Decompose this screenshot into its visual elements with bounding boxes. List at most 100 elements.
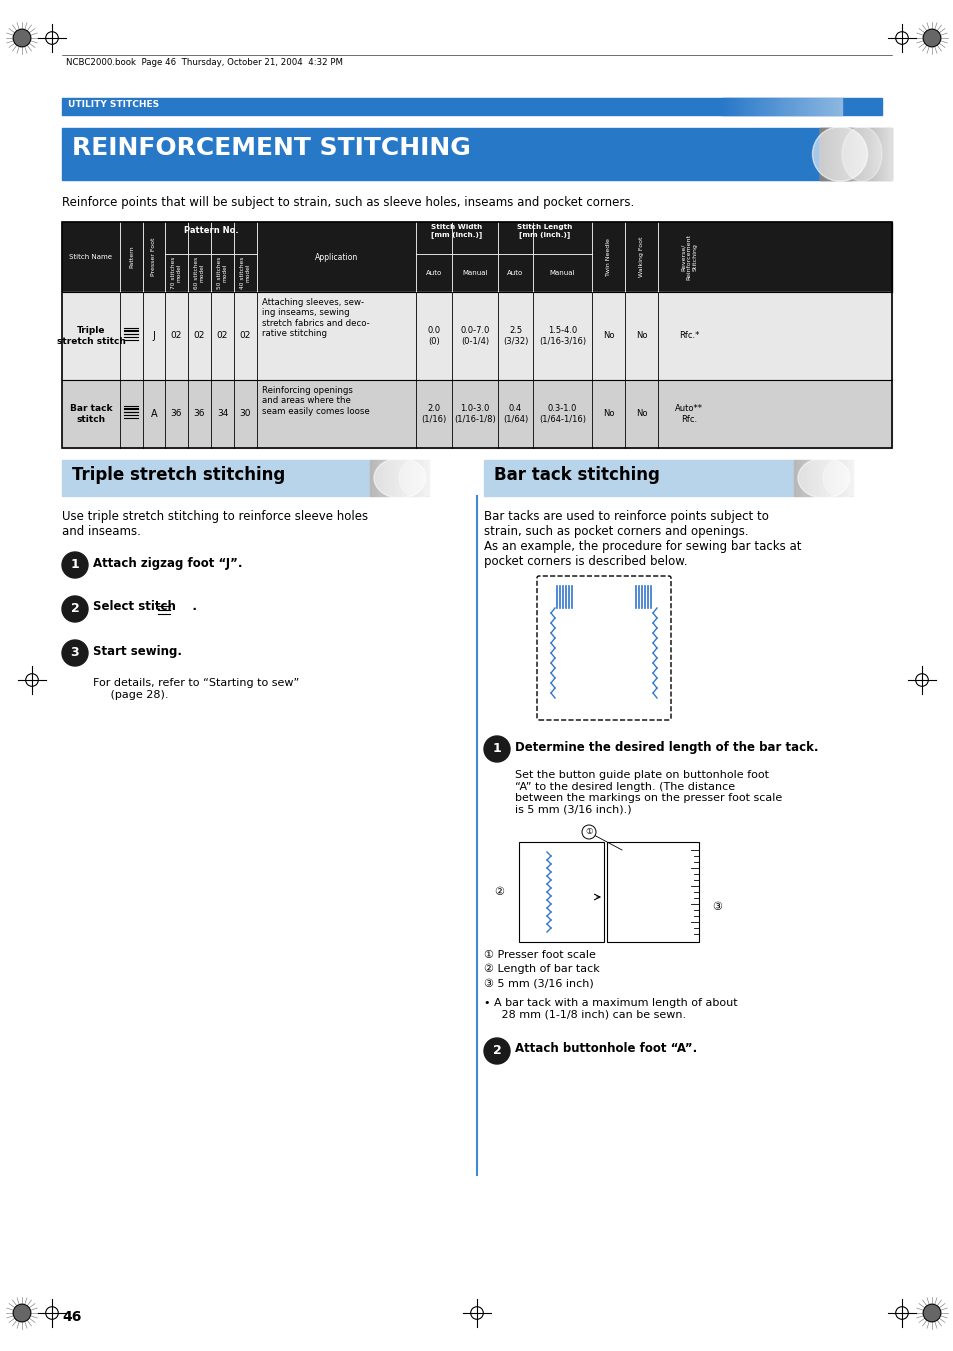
Bar bbox=[882, 128, 883, 180]
Bar bbox=[424, 459, 426, 496]
Circle shape bbox=[581, 825, 596, 839]
Bar bbox=[835, 128, 837, 180]
Bar bbox=[388, 459, 390, 496]
Bar bbox=[733, 99, 735, 115]
Bar bbox=[851, 459, 853, 496]
Text: Twin Needle: Twin Needle bbox=[605, 238, 610, 276]
Text: Set the button guide plate on buttonhole foot
“A” to the desired length. (The di: Set the button guide plate on buttonhole… bbox=[515, 770, 781, 815]
Bar bbox=[841, 128, 843, 180]
Bar bbox=[841, 459, 842, 496]
Bar bbox=[835, 99, 837, 115]
Bar bbox=[831, 99, 833, 115]
Bar bbox=[813, 99, 815, 115]
Bar bbox=[380, 459, 381, 496]
Circle shape bbox=[13, 1304, 30, 1321]
Text: ①: ① bbox=[584, 828, 592, 836]
Bar bbox=[760, 99, 761, 115]
Bar bbox=[417, 459, 419, 496]
Bar bbox=[837, 128, 840, 180]
Bar bbox=[390, 459, 392, 496]
Bar bbox=[843, 128, 845, 180]
Bar bbox=[426, 459, 427, 496]
Bar bbox=[376, 459, 378, 496]
Text: For details, refer to “Starting to sew”
     (page 28).: For details, refer to “Starting to sew” … bbox=[92, 678, 299, 700]
Bar bbox=[837, 99, 840, 115]
Bar bbox=[815, 99, 817, 115]
Bar bbox=[822, 459, 823, 496]
Bar bbox=[372, 459, 373, 496]
Bar bbox=[422, 459, 424, 496]
Bar bbox=[879, 128, 882, 180]
Bar bbox=[849, 459, 851, 496]
Bar bbox=[810, 459, 812, 496]
Bar bbox=[844, 459, 846, 496]
Bar bbox=[817, 99, 820, 115]
Bar bbox=[812, 459, 814, 496]
Text: No: No bbox=[602, 409, 614, 419]
Text: ②: ② bbox=[494, 888, 503, 897]
Bar bbox=[811, 99, 813, 115]
Bar bbox=[740, 99, 741, 115]
Bar bbox=[387, 459, 388, 496]
Bar bbox=[817, 459, 819, 496]
Bar bbox=[727, 99, 729, 115]
Bar bbox=[375, 459, 376, 496]
Bar bbox=[801, 99, 803, 115]
Bar bbox=[803, 459, 805, 496]
Bar bbox=[875, 128, 877, 180]
Bar bbox=[845, 128, 847, 180]
Bar bbox=[773, 99, 775, 115]
Bar bbox=[62, 99, 882, 115]
Text: 1.0-3.0
(1/16-1/8): 1.0-3.0 (1/16-1/8) bbox=[454, 404, 496, 424]
Bar bbox=[803, 99, 805, 115]
Bar bbox=[833, 128, 835, 180]
Bar bbox=[381, 459, 383, 496]
Text: 0.3-1.0
(1/64-1/16): 0.3-1.0 (1/64-1/16) bbox=[538, 404, 585, 424]
Text: *Rfc.: Reinforcement    **Auto Rfc.: Automatic Reinforcement: *Rfc.: Reinforcement **Auto Rfc.: Automa… bbox=[62, 462, 380, 471]
Text: Determine the desired length of the bar tack.: Determine the desired length of the bar … bbox=[515, 740, 818, 754]
Text: 60 stitches
model: 60 stitches model bbox=[193, 257, 205, 289]
Bar bbox=[62, 459, 370, 496]
Text: UTILITY STITCHES: UTILITY STITCHES bbox=[68, 100, 159, 109]
Bar bbox=[827, 128, 829, 180]
Ellipse shape bbox=[841, 127, 882, 181]
Bar bbox=[412, 459, 414, 496]
Bar bbox=[395, 459, 396, 496]
Bar bbox=[871, 128, 873, 180]
Bar bbox=[807, 99, 809, 115]
Bar bbox=[370, 459, 372, 496]
Bar bbox=[807, 459, 808, 496]
Bar bbox=[420, 459, 422, 496]
Bar bbox=[793, 459, 795, 496]
Bar bbox=[723, 99, 725, 115]
Bar bbox=[846, 459, 847, 496]
Bar bbox=[378, 459, 380, 496]
Text: Start sewing.: Start sewing. bbox=[92, 644, 182, 658]
Bar bbox=[862, 128, 863, 180]
Text: Manual: Manual bbox=[462, 270, 487, 276]
Text: 34: 34 bbox=[216, 409, 228, 419]
Bar bbox=[825, 99, 827, 115]
Text: 70 stitches
model: 70 stitches model bbox=[171, 257, 182, 289]
Text: 0.0
(0): 0.0 (0) bbox=[427, 327, 440, 346]
Text: • A bar tack with a maximum length of about
     28 mm (1-1/8 inch) can be sewn.: • A bar tack with a maximum length of ab… bbox=[483, 998, 737, 1020]
Bar bbox=[823, 128, 825, 180]
Bar bbox=[808, 459, 810, 496]
Bar bbox=[839, 459, 841, 496]
Bar bbox=[885, 128, 887, 180]
Text: Bar tack
stitch: Bar tack stitch bbox=[70, 404, 112, 424]
Bar bbox=[849, 128, 851, 180]
Text: 36: 36 bbox=[171, 409, 182, 419]
Text: 50 stitches
model: 50 stitches model bbox=[217, 257, 228, 289]
Text: Pattern: Pattern bbox=[129, 246, 133, 269]
Text: 0.0-7.0
(0-1/4): 0.0-7.0 (0-1/4) bbox=[460, 327, 489, 346]
Text: Auto: Auto bbox=[507, 270, 523, 276]
Text: Walking Foot: Walking Foot bbox=[639, 236, 643, 277]
Text: Triple
stretch stitch: Triple stretch stitch bbox=[56, 327, 125, 346]
Bar bbox=[392, 459, 394, 496]
Circle shape bbox=[62, 640, 88, 666]
Bar bbox=[821, 99, 823, 115]
Bar bbox=[797, 459, 799, 496]
Bar bbox=[62, 222, 891, 292]
Bar bbox=[801, 459, 803, 496]
